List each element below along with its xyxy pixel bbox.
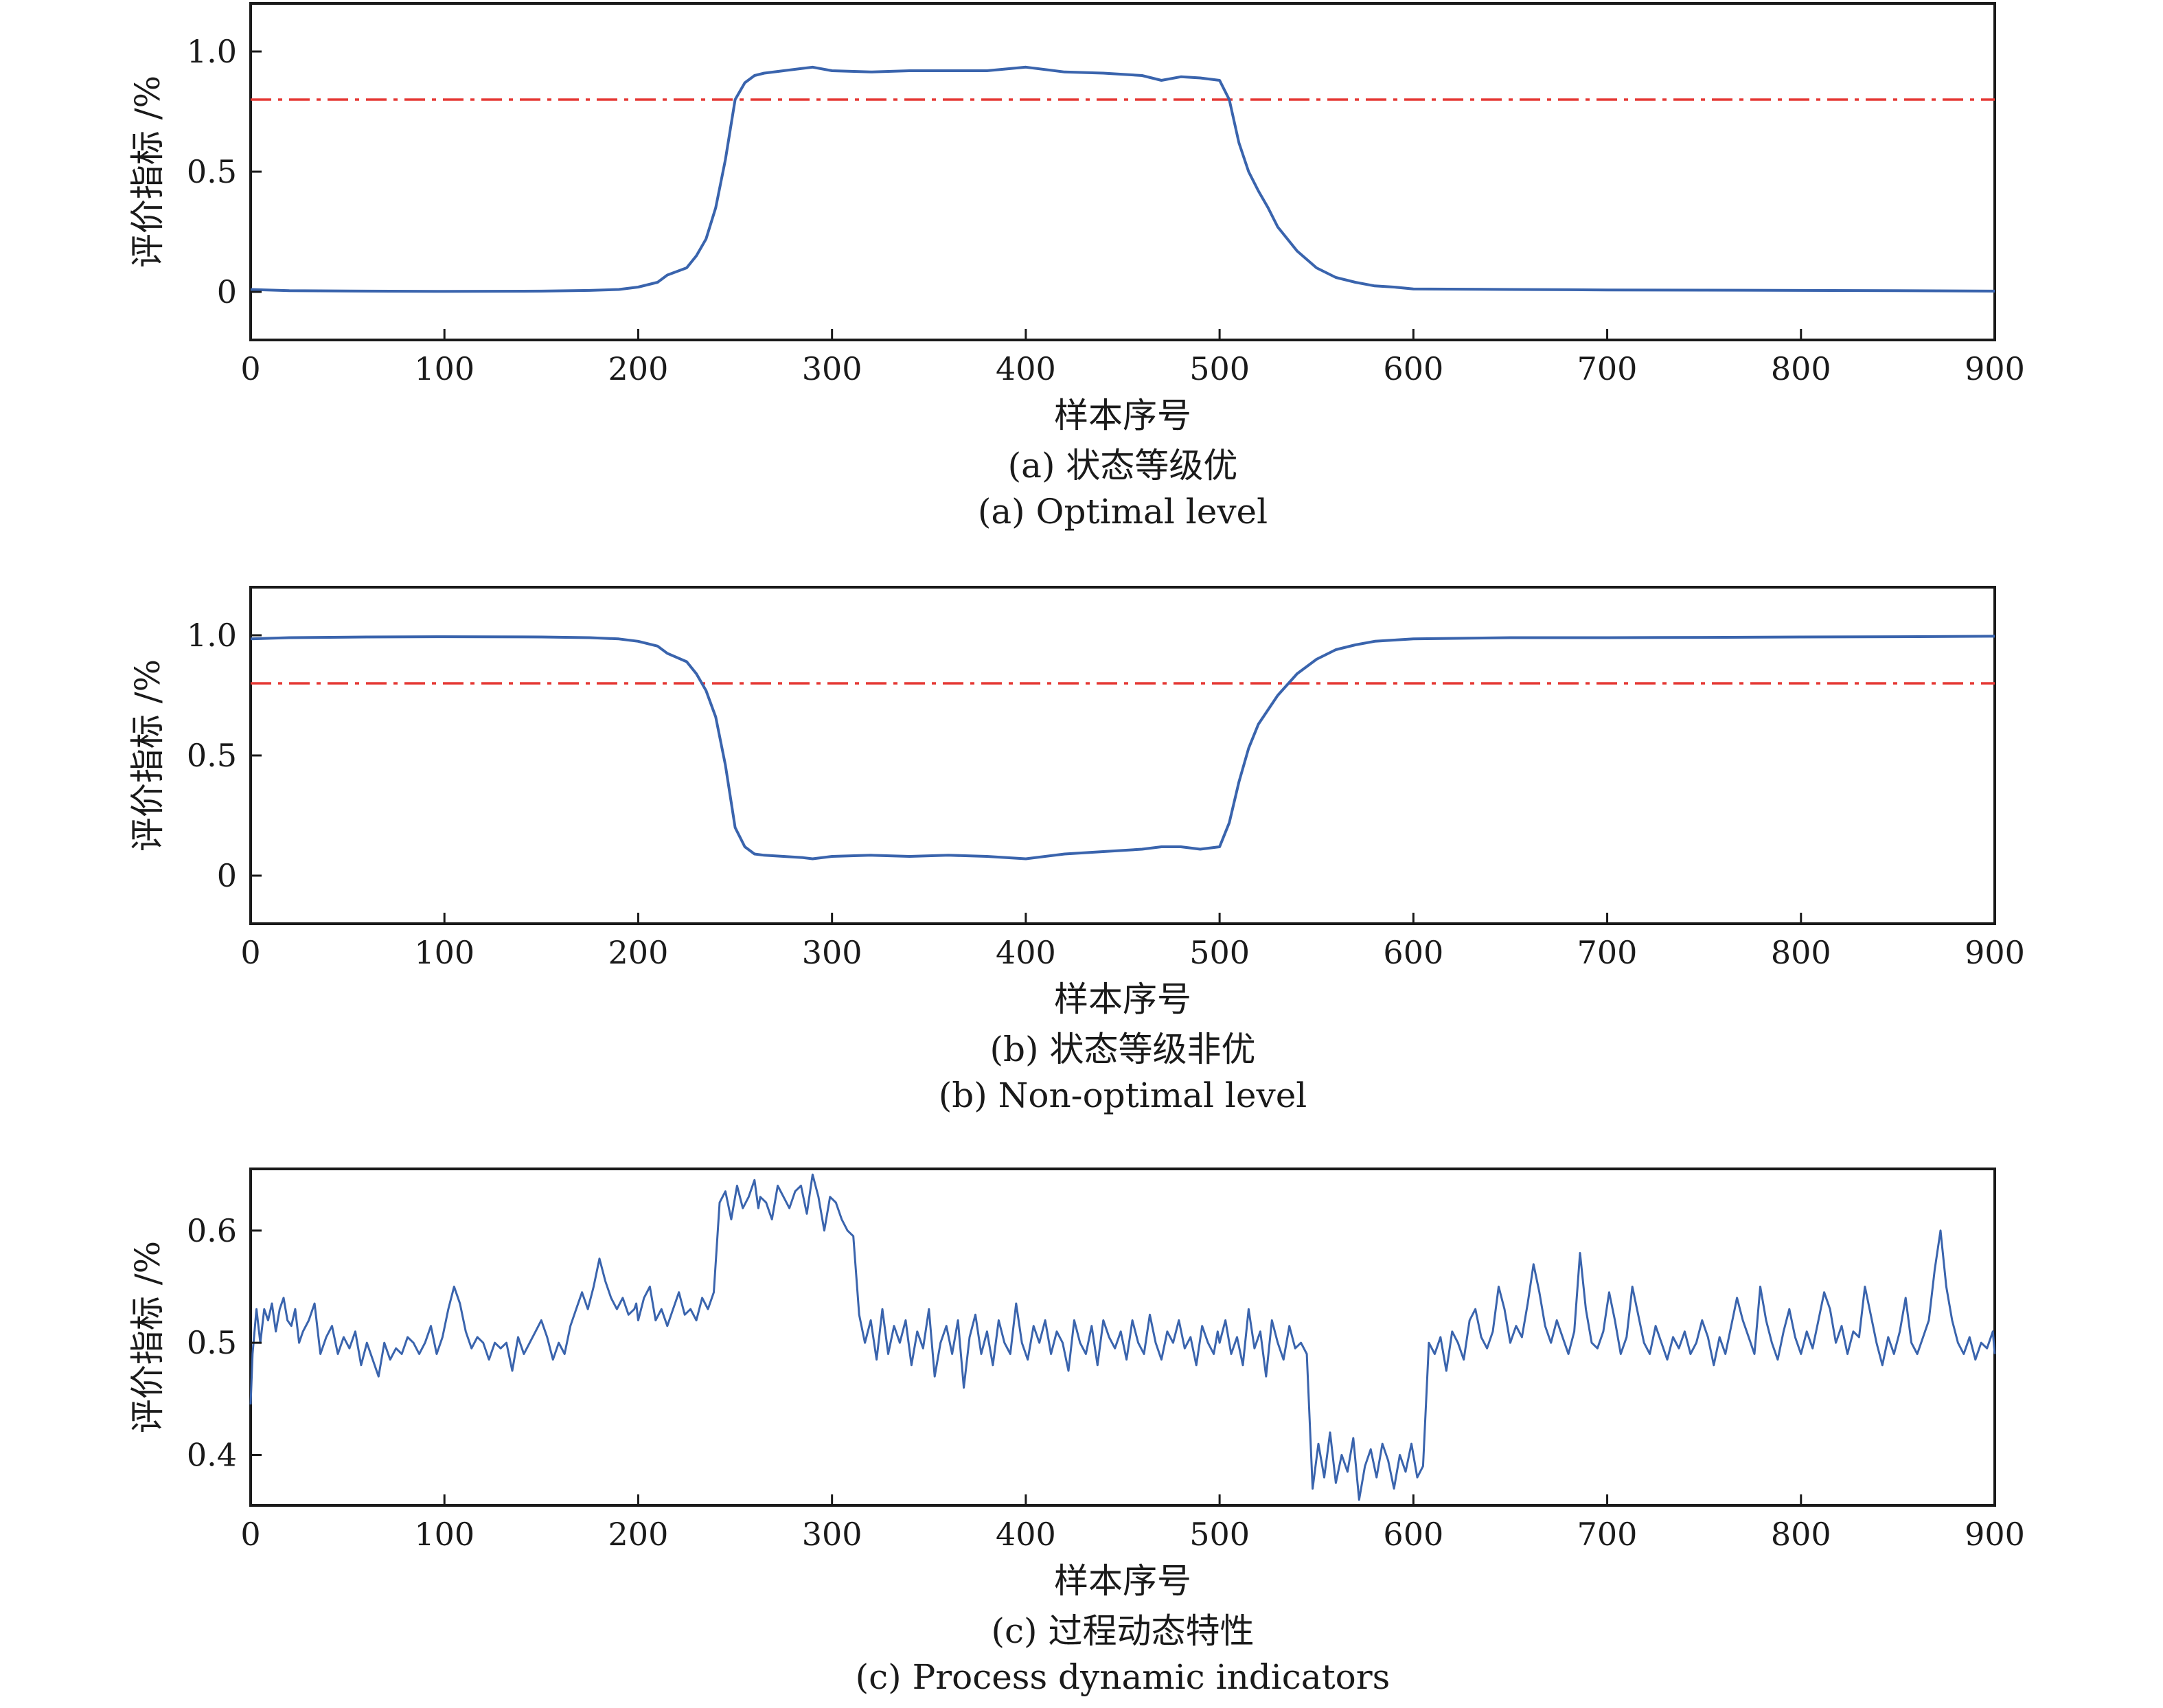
panel-a-caption-en: (a) Optimal level [978,492,1268,532]
panel-a-xtick-label: 800 [1771,350,1831,387]
panel-a-ylabel: 评价指标 /% [128,76,168,268]
panel-c-frame [249,1168,1996,1507]
panel-a-ytick-label: 0.5 [187,153,237,190]
panel-b-ytick-label: 0 [217,857,237,894]
panel-b-xlabel: 样本序号 [1054,979,1191,1019]
panel-b-ylabel: 评价指标 /% [128,659,168,852]
panel-c: 0 100 200 300 400 500 600 700 800 900 0.4 0.5 0.6 评… [128,1168,2025,1697]
panel-a-xtick-label: 100 [414,350,474,387]
panel-a-xtick-label: 300 [802,350,862,387]
panel-b-ytick-label: 0.5 [187,737,237,774]
panel-a: 0 100 200 300 400 500 600 700 800 900 0 0.5 1.0 评价指… [128,2,2025,532]
panel-c-xtick-label: 800 [1771,1516,1831,1553]
panel-a-ytick-label: 1.0 [187,33,237,70]
panel-b-xtick-label: 0 [240,934,260,971]
panel-a-xtick-label: 900 [1965,350,2025,387]
panel-c-x-ticks: 0 100 200 300 400 500 600 700 800 900 [240,1494,2025,1553]
panel-b-series-line [250,635,1995,861]
panel-c-xtick-label: 100 [414,1516,474,1553]
panel-c-xtick-label: 300 [802,1516,862,1553]
panel-b-caption-en: (b) Non-optimal level [939,1075,1307,1115]
panel-a-caption-cn: (a) 状态等级优 [1008,446,1238,486]
panel-c-caption-cn: (c) 过程动态特性 [992,1611,1255,1651]
panel-b-ytick-label: 1.0 [187,617,237,654]
panel-c-xtick-label: 600 [1383,1516,1443,1553]
panel-b-y-ticks: 0 0.5 1.0 [187,617,262,894]
panel-b-xtick-label: 500 [1189,934,1250,971]
panel-b-xtick-label: 700 [1577,934,1638,971]
panel-a-x-ticks: 0 100 200 300 400 500 600 700 800 900 [240,329,2025,387]
panel-a-xtick-label: 0 [240,350,260,387]
panel-c-xlabel: 样本序号 [1054,1561,1191,1601]
panel-a-series-line [250,65,1995,293]
panel-a-y-ticks: 0 0.5 1.0 [187,33,262,310]
panel-a-xtick-label: 600 [1383,350,1443,387]
panel-c-xtick-label: 700 [1577,1516,1638,1553]
panel-a-xtick-label: 200 [608,350,669,387]
panel-b-xtick-label: 100 [414,934,474,971]
panel-b-x-ticks: 0 100 200 300 400 500 600 700 800 900 [240,913,2025,971]
panel-b: 0 100 200 300 400 500 600 700 800 900 0 0.5 1.0 评价指… [128,586,2025,1115]
panel-c-xtick-label: 200 [608,1516,669,1553]
panel-c-xtick-label: 900 [1965,1516,2025,1553]
panel-c-ytick-label: 0.6 [187,1212,237,1249]
panel-c-xtick-label: 400 [996,1516,1056,1553]
panel-b-caption-cn: (b) 状态等级非优 [990,1029,1256,1069]
panel-c-series-line [249,1173,1996,1501]
panel-b-xtick-label: 400 [996,934,1056,971]
panel-b-xtick-label: 900 [1965,934,2025,971]
panel-c-ytick-label: 0.4 [187,1437,237,1474]
panel-c-y-ticks: 0.4 0.5 0.6 [187,1212,262,1474]
panel-b-xtick-label: 600 [1383,934,1443,971]
panel-c-ylabel: 评价指标 /% [128,1241,168,1433]
panel-c-xtick-label: 0 [240,1516,260,1553]
panel-c-caption-en: (c) Process dynamic indicators [856,1657,1390,1697]
panel-a-xtick-label: 500 [1189,350,1250,387]
panel-a-xtick-label: 400 [996,350,1056,387]
panel-a-xlabel: 样本序号 [1054,396,1191,435]
panel-a-xtick-label: 700 [1577,350,1638,387]
panel-c-ytick-label: 0.5 [187,1324,237,1361]
panel-c-xtick-label: 500 [1189,1516,1250,1553]
panel-b-xtick-label: 300 [802,934,862,971]
panel-a-ytick-label: 0 [217,273,237,310]
panel-b-xtick-label: 200 [608,934,669,971]
panel-b-xtick-label: 800 [1771,934,1831,971]
